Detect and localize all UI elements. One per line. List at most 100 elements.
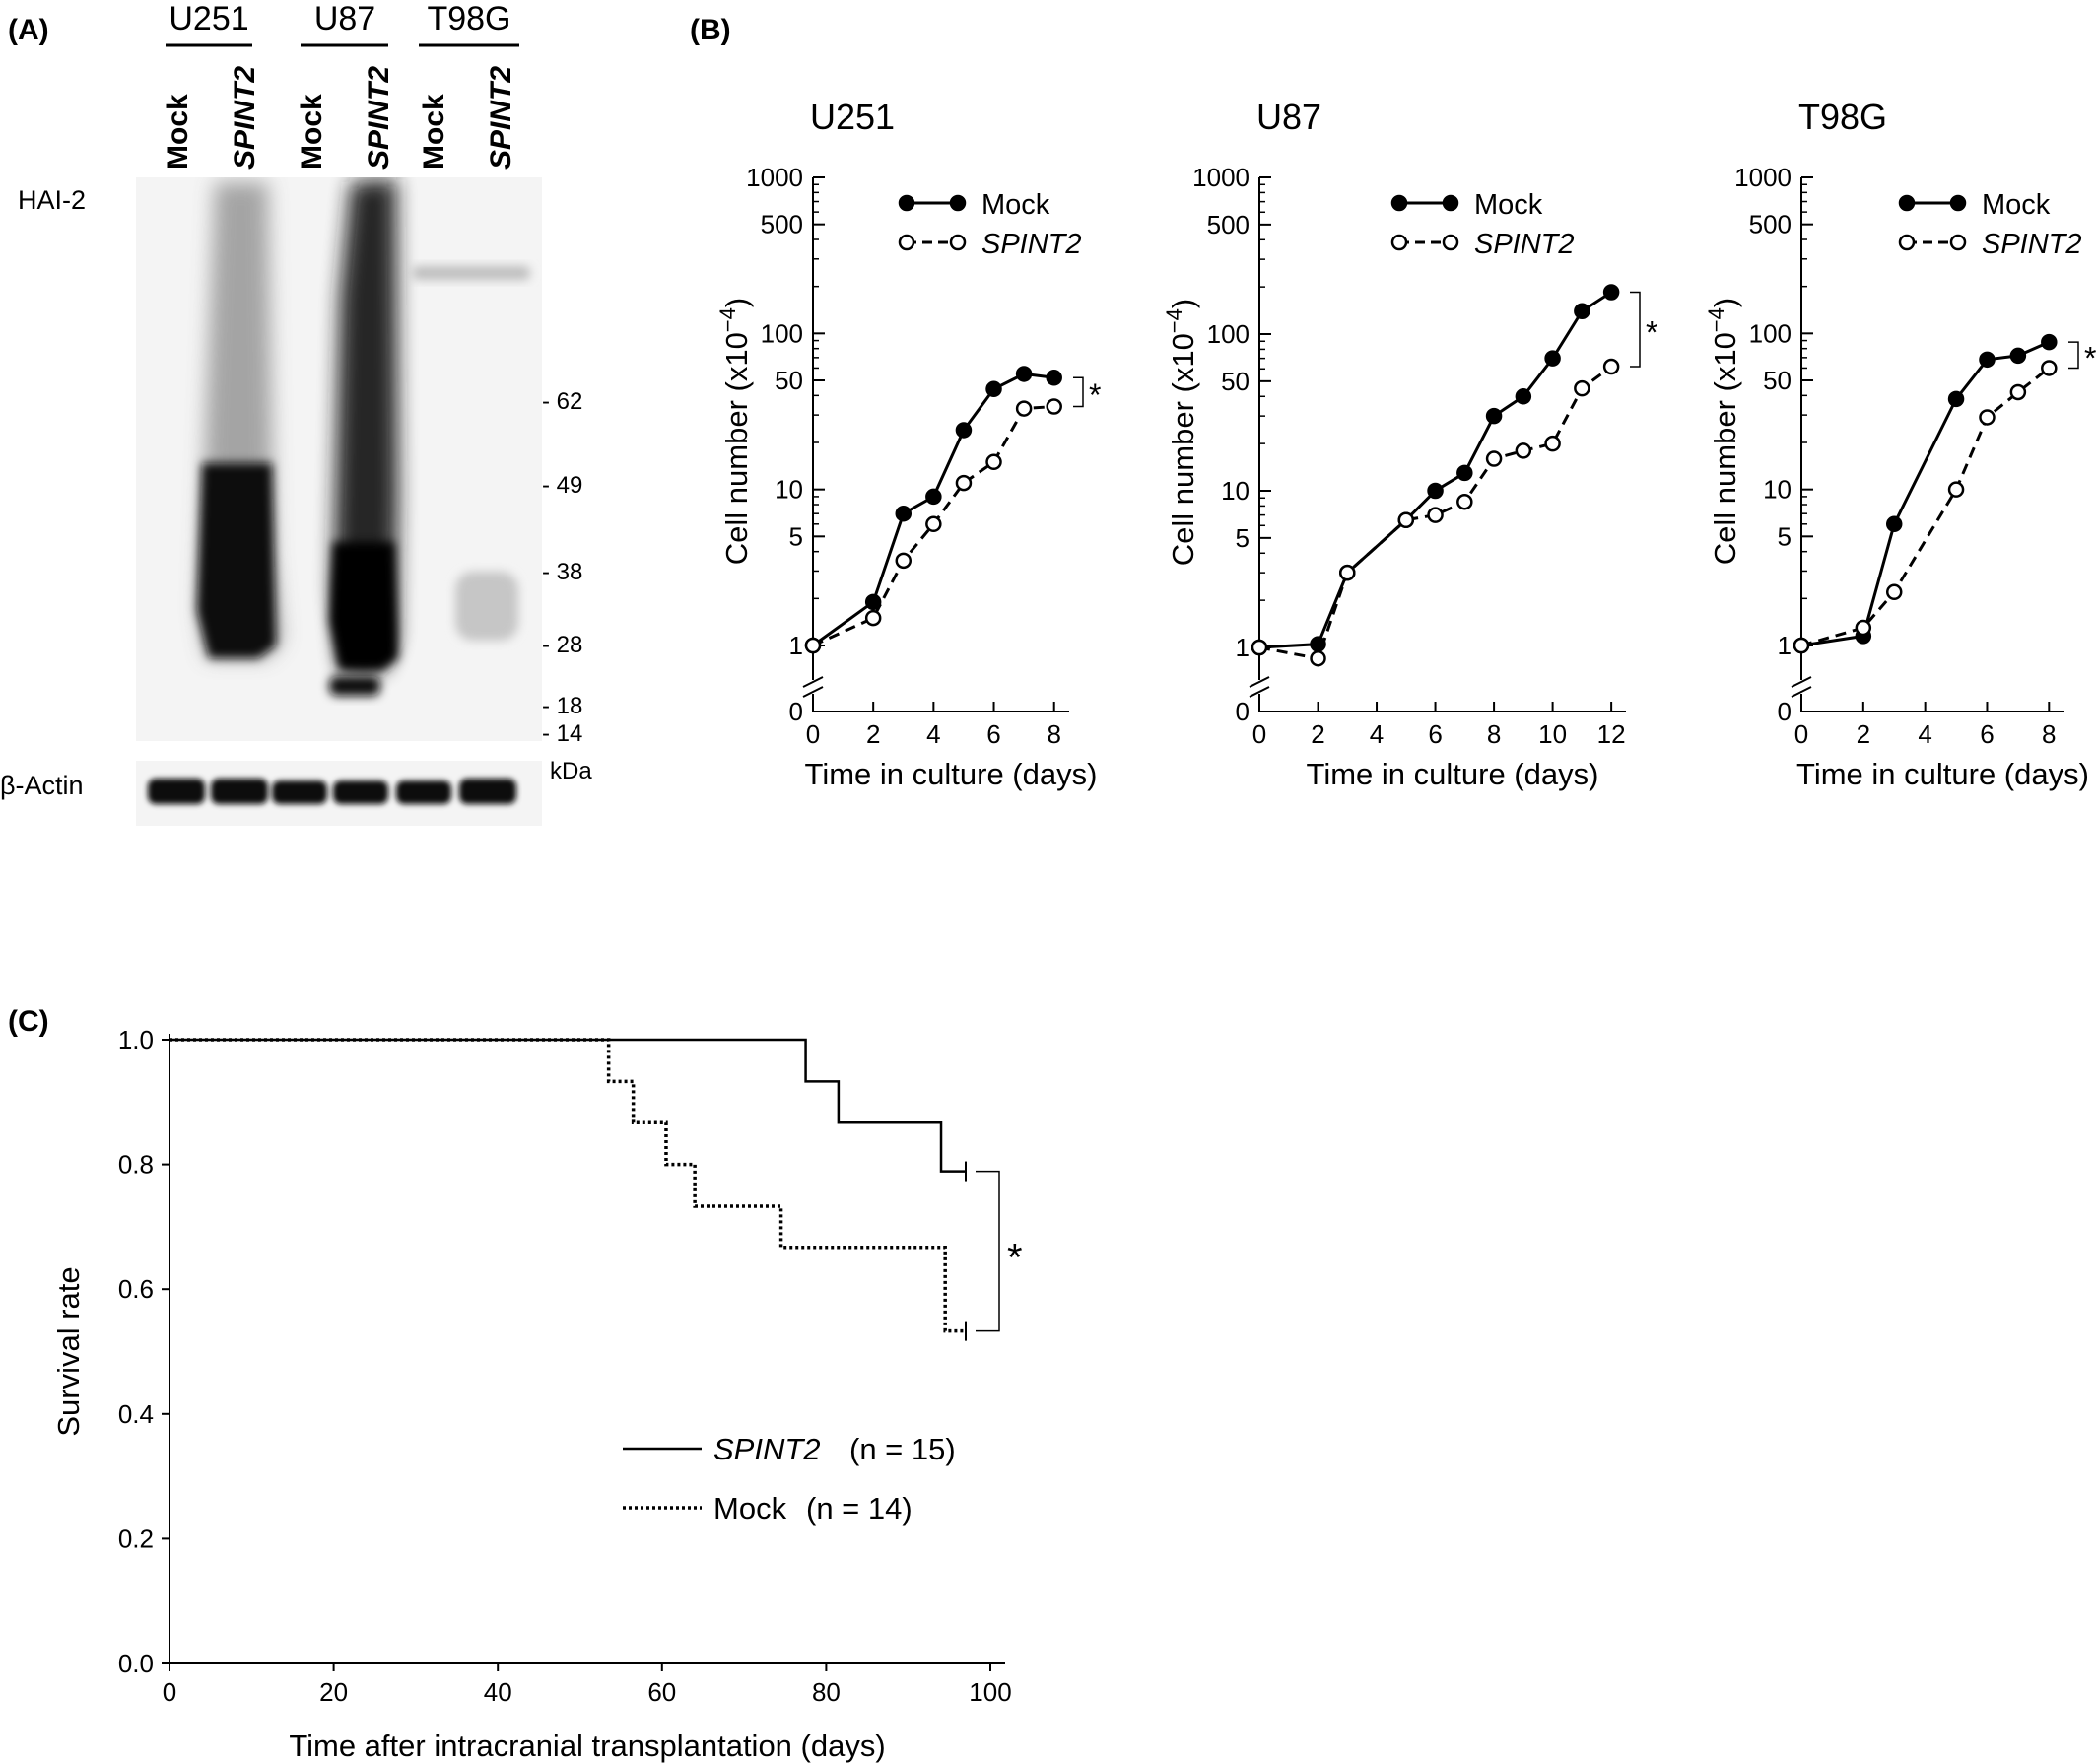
y-tick-label-1000-u251: 1000: [746, 163, 803, 192]
x-tick-label-survival: 0: [163, 1677, 176, 1707]
series-line-spint2-t98g: [1800, 367, 2051, 647]
growth-chart-u87: U87 1 5 10 50 100 500 1000 00 2 4 6 8 10 12 Time in cul…: [1162, 97, 1657, 791]
panel-b-label: (B): [690, 14, 731, 46]
marker-62: - 62: [542, 388, 582, 415]
cell-line-t98g: T98G: [427, 0, 510, 37]
y-tick-label-10-u251: 10: [775, 475, 803, 505]
x-tick-label-8-t98g: 8: [2042, 719, 2056, 749]
series-line-mock-u251: [812, 372, 1054, 647]
y-tick-label-50-u251: 50: [775, 366, 803, 395]
y-tick-label-zero-u251: 0: [789, 697, 803, 726]
legend-marker-mock-t98g: [1949, 194, 1967, 212]
marker-49: - 49: [542, 472, 582, 499]
point-spint2-t98g: [2041, 360, 2058, 376]
y-tick-label-1000-t98g: 1000: [1734, 163, 1792, 192]
protein-label-hai2: HAI-2: [18, 185, 86, 215]
legend-label-survival-mock: Mock: [713, 1491, 787, 1526]
chart-title-u251: U251: [810, 97, 895, 137]
x-tick-label-2-u251: 2: [866, 719, 880, 749]
x-tick-label-10-u87: 10: [1538, 719, 1567, 749]
y-tick-label-50-u87: 50: [1221, 367, 1250, 396]
legend-label-spint2-u87: SPINT2: [1474, 229, 1575, 260]
point-spint2-u251: [925, 515, 942, 533]
x-tick-label-12-u87: 12: [1597, 719, 1626, 749]
band-u87-spint2-main: [329, 542, 398, 670]
lane-label-1: Mock: [162, 94, 194, 170]
point-mock-t98g: [2041, 333, 2058, 351]
y-tick-label-50-t98g: 50: [1763, 366, 1792, 395]
point-spint2-u251: [955, 474, 973, 492]
actin-band-2: [211, 779, 268, 804]
lane-label-6: SPINT2: [485, 66, 517, 170]
legend-label-spint2-u251: SPINT2: [981, 229, 1082, 260]
point-mock-t98g: [1979, 351, 1996, 369]
band-t98g-upper: [412, 266, 530, 280]
y-tick-label-500-t98g: 500: [1749, 210, 1792, 239]
survival-chart: 0.0 0.2 0.4 0.6 0.8 1.0 0 20 40 60 80 100 Time after…: [51, 1025, 1023, 1763]
x-tick-label-0-t98g: 0: [1794, 719, 1808, 749]
x-axis-label-t98g: Time in culture (days): [1796, 757, 2089, 791]
axis-break-1-u87: [1249, 676, 1270, 688]
y-tick-label-survival: 0.8: [118, 1150, 154, 1180]
band-u251-spint2-main: [197, 463, 276, 658]
legend-label-spint2-t98g: SPINT2: [1982, 229, 2082, 260]
legend-marker-mock-u251: [949, 194, 967, 212]
point-spint2-t98g: [2009, 383, 2027, 401]
band-t98g-spint2: [455, 572, 518, 641]
y-tick-label-survival: 1.0: [118, 1025, 154, 1054]
x-tick-label-8-u251: 8: [1047, 719, 1060, 749]
x-axis-label-u251: Time in culture (days): [805, 757, 1098, 791]
y-tick-label-survival: 0.4: [118, 1399, 154, 1429]
legend-marker-spint2-t98g: [1898, 234, 1916, 251]
axis-break-2-u251: [802, 686, 824, 698]
cell-line-u87: U87: [314, 0, 375, 37]
point-mock-t98g: [1885, 515, 1903, 533]
panel-c-label: (C): [8, 1005, 49, 1038]
actin-band-5: [396, 780, 451, 804]
point-spint2-u87: [1515, 442, 1532, 459]
point-spint2-u87: [1427, 507, 1444, 523]
point-spint2-u251: [1046, 398, 1062, 415]
panel-a-western-blot: (A) U251 U87 T98G Mock SPINT2 Mock SPINT…: [0, 0, 592, 826]
point-spint2-t98g: [1947, 481, 1965, 498]
x-tick-label-6-t98g: 6: [1980, 719, 1994, 749]
point-spint2-u251: [985, 453, 1002, 471]
y-tick-label-100-u251: 100: [761, 318, 803, 348]
chart-title-u87: U87: [1256, 97, 1321, 137]
point-mock-t98g: [1947, 390, 1965, 408]
point-spint2-t98g: [1885, 583, 1903, 601]
significance-bracket-u87: [1630, 291, 1641, 368]
x-tick-label-0-u251: 0: [806, 719, 820, 749]
legend-label-mock-u251: Mock: [981, 189, 1050, 221]
y-tick-label-1-u87: 1: [1236, 633, 1250, 662]
legend-marker-spint2-u251: [898, 234, 915, 251]
y-tick-label-500-u251: 500: [761, 210, 803, 239]
y-tick-label-survival: 0.2: [118, 1524, 154, 1553]
point-spint2-u251: [804, 637, 822, 654]
point-mock-u251: [955, 422, 973, 439]
point-spint2-t98g: [1979, 409, 1996, 426]
y-tick-label-survival: 0.0: [118, 1649, 154, 1678]
significance-bracket-u251: [1073, 376, 1084, 408]
y-tick-label-zero-t98g: 0: [1778, 697, 1792, 726]
growth-chart-t98g: T98G 1 5 10 50 100 500 1000 00 2 4 6 8 Time in cultur…: [1704, 97, 2096, 791]
point-spint2-u251: [1015, 400, 1033, 417]
x-tick-label-8-u87: 8: [1487, 719, 1501, 749]
y-tick-label-zero-u87: 0: [1236, 697, 1250, 726]
y-tick-label-survival: 0.6: [118, 1274, 154, 1304]
panel-c-survival: (C) 0.0 0.2 0.4 0.6 0.8 1.0 0 20 40 60 80 100 Time a…: [8, 1005, 1023, 1763]
point-mock-u251: [864, 593, 882, 611]
y-tick-label-1000-u87: 1000: [1192, 163, 1250, 192]
x-tick-label-6-u87: 6: [1428, 719, 1442, 749]
legend-marker-spint2-u87: [1390, 234, 1408, 251]
point-spint2-u87: [1456, 493, 1473, 510]
lane-label-5: Mock: [418, 94, 450, 170]
x-tick-label-4-u251: 4: [926, 719, 940, 749]
actin-band-1: [148, 779, 205, 804]
x-tick-label-survival: 20: [319, 1677, 348, 1707]
legend-marker-spint2-u251: [949, 234, 967, 251]
point-spint2-u87: [1544, 435, 1561, 452]
cell-line-u251: U251: [169, 0, 248, 37]
